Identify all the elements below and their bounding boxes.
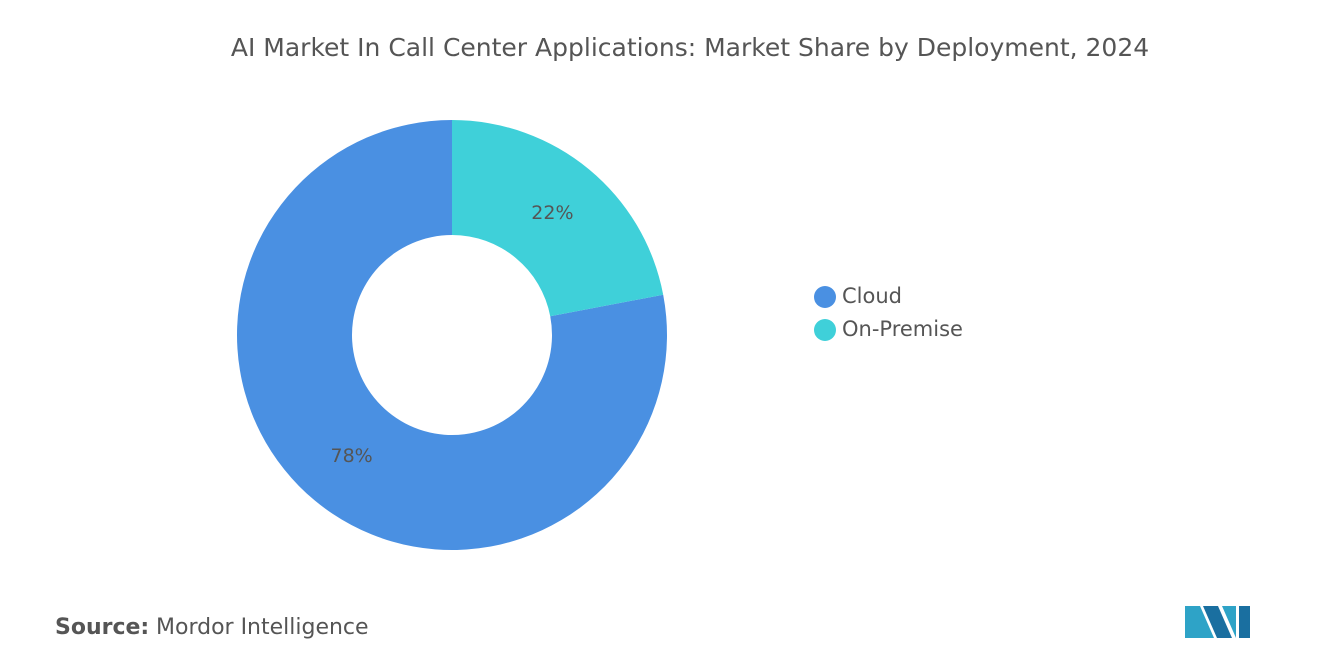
slice: [236, 120, 667, 551]
legend-label: Cloud: [842, 284, 902, 308]
slice-label: 78%: [330, 445, 372, 467]
legend-marker: [814, 319, 836, 341]
slice-label: 22%: [531, 202, 573, 224]
legend-marker: [814, 286, 836, 308]
source-label: Source:: [55, 615, 149, 640]
legend-label: On-Premise: [842, 317, 963, 341]
logo: [1185, 606, 1250, 638]
slice: [452, 120, 664, 317]
chart-title: AI Market In Call Center Applications: M…: [231, 33, 1149, 62]
source: Mordor Intelligence: [156, 615, 369, 640]
